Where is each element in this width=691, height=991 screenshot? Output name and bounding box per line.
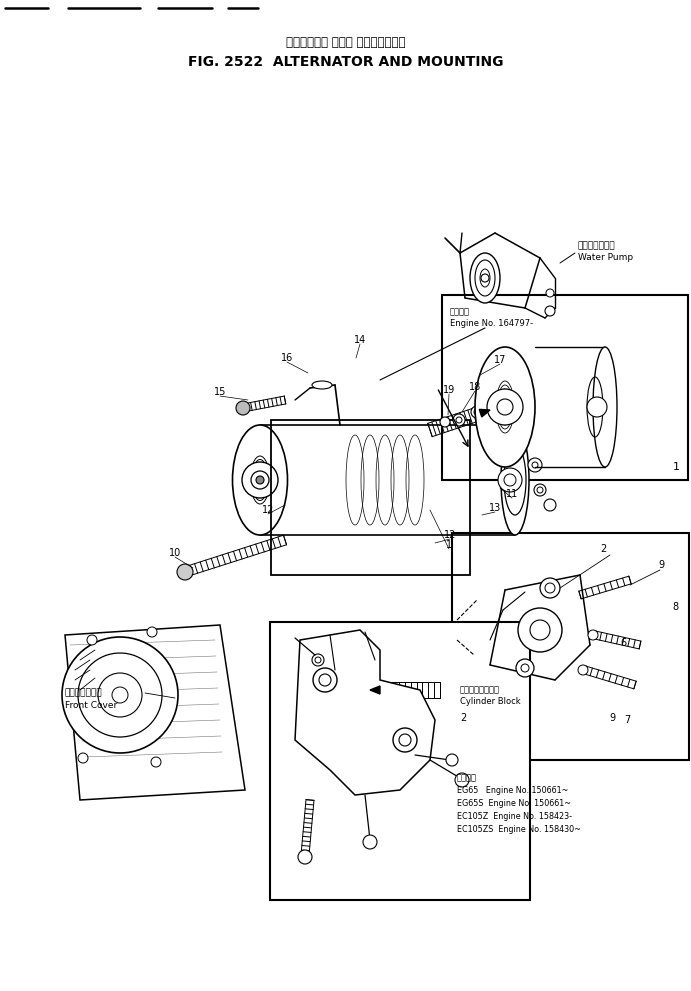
Circle shape <box>578 665 588 675</box>
Circle shape <box>312 654 324 666</box>
Circle shape <box>440 417 450 427</box>
Text: 11: 11 <box>506 489 518 499</box>
Circle shape <box>298 850 312 864</box>
Circle shape <box>147 627 157 637</box>
Bar <box>452 533 689 760</box>
Text: シリンダブロック: シリンダブロック <box>460 686 500 695</box>
Circle shape <box>62 637 178 753</box>
Circle shape <box>393 728 417 752</box>
Ellipse shape <box>475 347 535 467</box>
Text: EC105Z  Engine No. 158423-: EC105Z Engine No. 158423- <box>457 812 572 821</box>
Ellipse shape <box>470 253 500 303</box>
Circle shape <box>487 389 523 425</box>
Text: EG65S  Engine No. 150661~: EG65S Engine No. 150661~ <box>457 799 571 808</box>
Circle shape <box>534 484 546 496</box>
Circle shape <box>528 458 542 472</box>
Circle shape <box>481 274 489 282</box>
Circle shape <box>587 397 607 417</box>
Ellipse shape <box>504 445 526 515</box>
Text: 12: 12 <box>262 505 274 515</box>
Text: FIG. 2522  ALTERNATOR AND MOUNTING: FIG. 2522 ALTERNATOR AND MOUNTING <box>188 55 504 69</box>
Polygon shape <box>480 409 490 417</box>
Text: 13: 13 <box>489 503 501 513</box>
Text: 1: 1 <box>673 462 680 472</box>
Text: EG65   Engine No. 150661~: EG65 Engine No. 150661~ <box>457 786 569 795</box>
Circle shape <box>177 564 193 580</box>
Circle shape <box>471 406 483 418</box>
Polygon shape <box>295 630 435 795</box>
Circle shape <box>498 468 522 492</box>
Text: 8: 8 <box>672 602 678 612</box>
Text: 適用番号: 適用番号 <box>457 773 477 782</box>
Circle shape <box>78 753 88 763</box>
Bar <box>271 420 470 575</box>
Text: Water Pump: Water Pump <box>578 254 633 263</box>
Text: 7: 7 <box>624 715 630 725</box>
Circle shape <box>256 476 264 484</box>
Text: オルタネータ および マウンティング: オルタネータ および マウンティング <box>286 36 406 49</box>
Text: 15: 15 <box>214 387 226 397</box>
Bar <box>270 622 530 900</box>
Text: Engine No. 164797-: Engine No. 164797- <box>450 319 533 328</box>
Circle shape <box>87 635 97 645</box>
Circle shape <box>545 306 555 316</box>
Circle shape <box>518 608 562 652</box>
Text: Cylinder Block: Cylinder Block <box>460 698 520 707</box>
Text: 1: 1 <box>446 540 452 550</box>
Text: 2: 2 <box>460 713 466 723</box>
Circle shape <box>516 659 534 677</box>
Circle shape <box>544 499 556 511</box>
Circle shape <box>588 630 598 640</box>
Circle shape <box>546 289 554 297</box>
Ellipse shape <box>501 425 529 535</box>
Ellipse shape <box>593 347 617 467</box>
Circle shape <box>242 462 278 498</box>
Text: 10: 10 <box>169 548 181 558</box>
Text: 17: 17 <box>494 355 507 365</box>
Ellipse shape <box>312 381 332 389</box>
Text: 適用番号: 適用番号 <box>450 307 470 316</box>
Text: フロントカバー: フロントカバー <box>65 689 103 698</box>
Ellipse shape <box>232 425 287 535</box>
Text: 6: 6 <box>620 638 626 648</box>
Circle shape <box>236 401 250 415</box>
Text: Front Cover: Front Cover <box>65 701 117 710</box>
Text: 18: 18 <box>469 382 481 392</box>
Bar <box>442 295 688 480</box>
Text: 14: 14 <box>354 335 366 345</box>
Circle shape <box>453 414 465 426</box>
Text: 2: 2 <box>600 544 606 554</box>
Text: EC105ZS  Engine No. 158430~: EC105ZS Engine No. 158430~ <box>457 825 581 834</box>
Text: ウォータポンプ: ウォータポンプ <box>578 242 616 251</box>
Polygon shape <box>65 625 245 800</box>
Circle shape <box>446 754 458 766</box>
Text: 12: 12 <box>444 530 456 540</box>
Text: 16: 16 <box>281 353 293 363</box>
Text: 9: 9 <box>658 560 664 570</box>
Text: 19: 19 <box>443 385 455 395</box>
Circle shape <box>313 668 337 692</box>
Circle shape <box>540 578 560 598</box>
Polygon shape <box>370 686 380 694</box>
Circle shape <box>151 757 161 767</box>
Circle shape <box>363 835 377 849</box>
Text: 9: 9 <box>609 713 615 723</box>
Circle shape <box>455 773 469 787</box>
